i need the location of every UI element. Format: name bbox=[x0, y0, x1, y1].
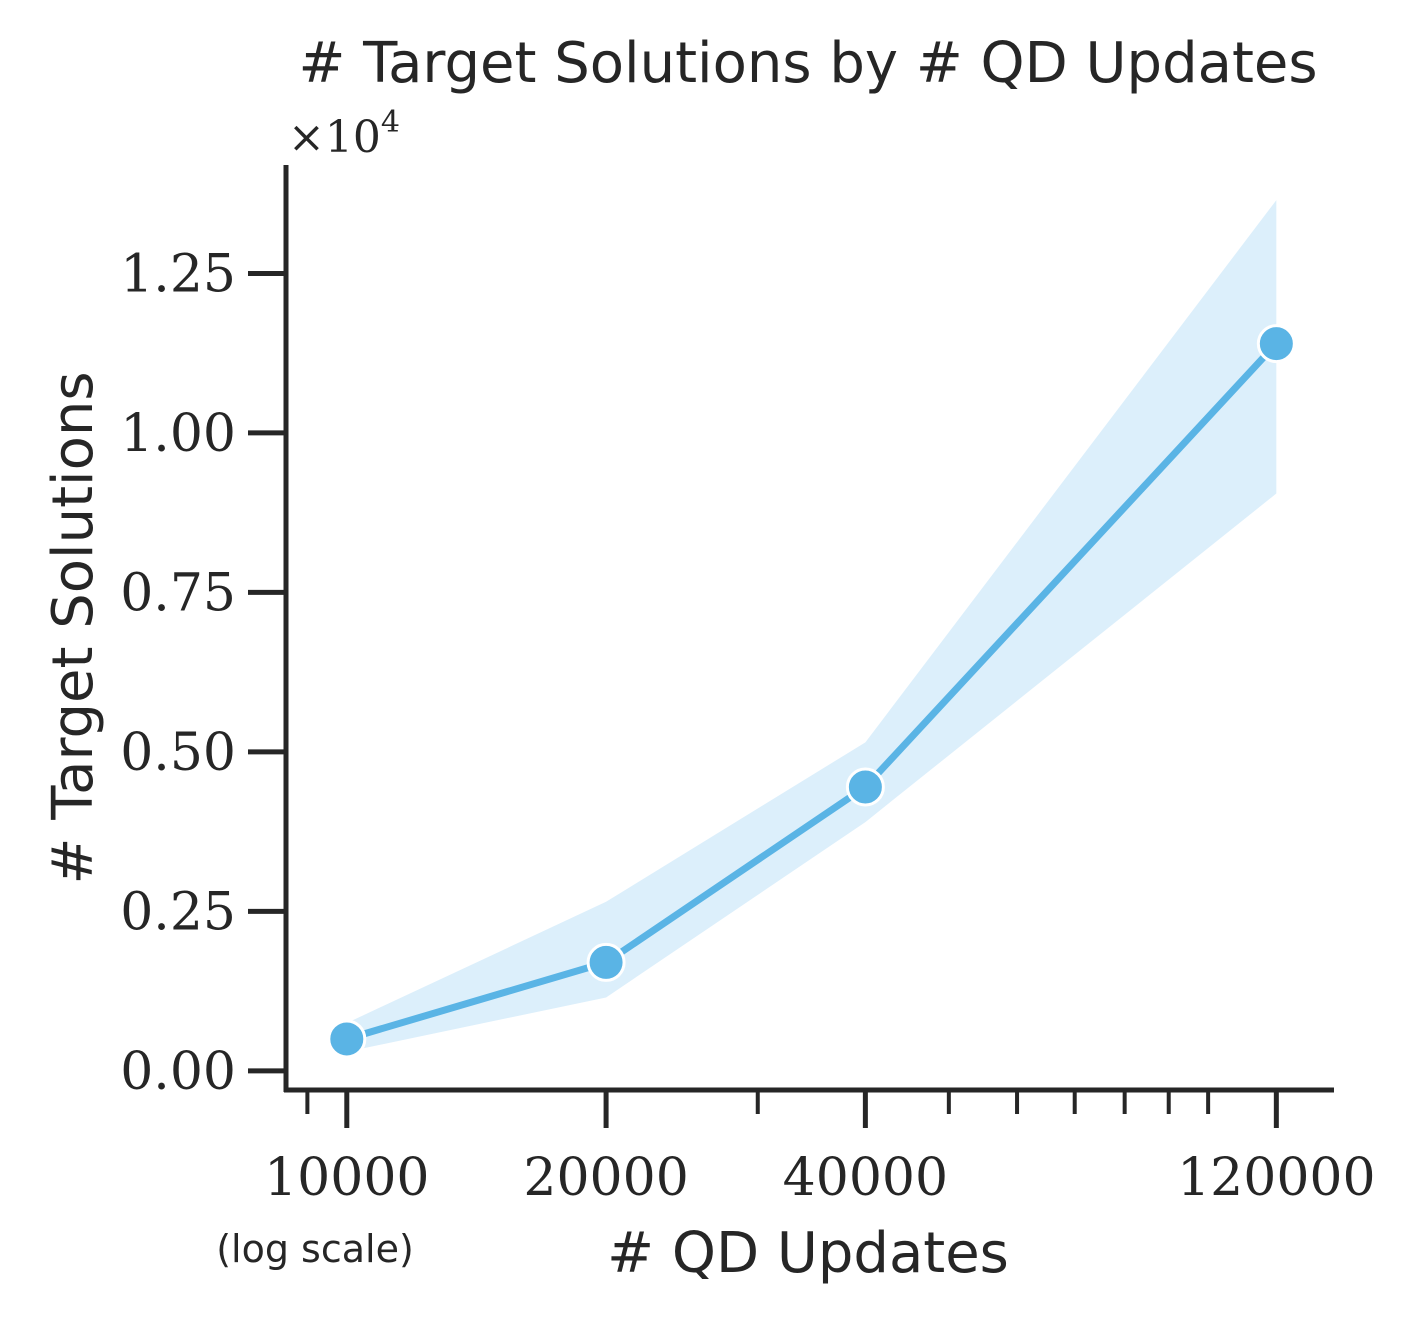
confidence-band bbox=[346, 200, 1277, 1052]
y-tick-label: 0.75 bbox=[120, 563, 236, 623]
y-tick-label: 1.25 bbox=[120, 244, 236, 304]
data-point bbox=[327, 1019, 367, 1059]
y-tick-label: 1.00 bbox=[120, 404, 236, 464]
y-axis-label: # Target Solutions bbox=[41, 371, 106, 884]
x-axis-scale-note: (log scale) bbox=[216, 1227, 414, 1271]
x-axis-label: # QD Updates bbox=[607, 1221, 1009, 1286]
x-tick-label: 10000 bbox=[264, 1148, 429, 1208]
y-ticks: 0.00 0.25 0.50 0.75 1.00 1.25 bbox=[120, 244, 286, 1102]
data-point bbox=[1256, 324, 1296, 364]
data-point bbox=[586, 942, 626, 982]
y-tick-label: 0.25 bbox=[120, 882, 236, 942]
x-tick-label: 120000 bbox=[1177, 1148, 1376, 1208]
x-tick-label: 40000 bbox=[783, 1148, 948, 1208]
y-multiplier: ×104 bbox=[288, 105, 400, 163]
series-line bbox=[343, 340, 1280, 1043]
y-tick-label: 0.00 bbox=[120, 1042, 236, 1102]
x-tick-label: 20000 bbox=[523, 1148, 688, 1208]
y-tick-label: 0.50 bbox=[120, 723, 236, 783]
data-point bbox=[845, 767, 885, 807]
plot-area bbox=[327, 200, 1296, 1059]
chart-title: # Target Solutions by # QD Updates bbox=[298, 31, 1317, 96]
x-ticks: 10000 20000 40000 120000 bbox=[264, 1090, 1376, 1208]
